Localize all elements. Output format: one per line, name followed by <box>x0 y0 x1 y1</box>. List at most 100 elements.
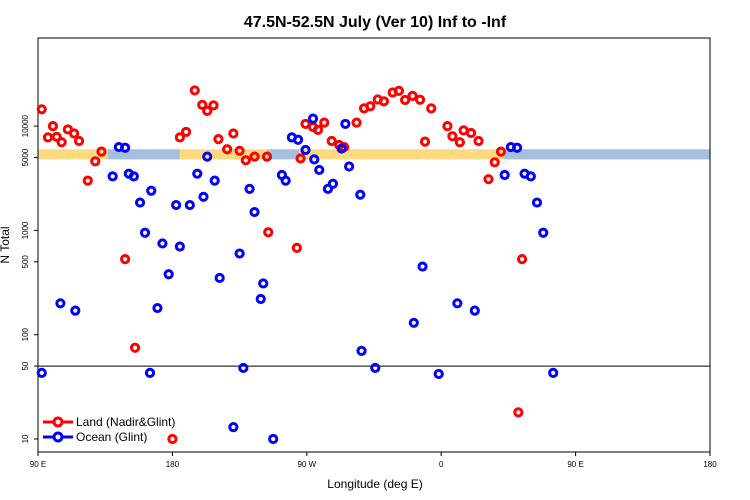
land-point <box>51 131 62 142</box>
legend-marker-land <box>52 416 64 428</box>
band-segment <box>107 149 180 160</box>
ocean-point <box>152 302 163 314</box>
ocean-point <box>209 175 220 186</box>
ocean-point <box>55 298 66 309</box>
ocean-point <box>128 171 139 182</box>
land-point <box>222 144 233 155</box>
ocean-point <box>307 113 319 124</box>
ocean-point <box>171 199 182 211</box>
ocean-point <box>340 118 351 130</box>
x-axis-title: Longitude (deg E) <box>327 477 422 491</box>
ocean-point <box>184 199 195 211</box>
land-point <box>197 99 208 110</box>
ocean-point <box>336 143 347 154</box>
x-tick-label: 90 E <box>30 460 46 469</box>
land-point <box>90 156 101 167</box>
land-point <box>68 128 80 139</box>
y-axis: 10 50 100 500 1000 5000 10000 <box>21 114 38 443</box>
land-point <box>442 121 453 132</box>
land-point <box>319 117 330 128</box>
x-tick-label: 180 <box>703 460 717 469</box>
ocean-point <box>107 171 118 182</box>
land-point <box>129 342 141 353</box>
ocean-point <box>258 278 269 289</box>
y-axis-title: N Total <box>0 226 12 263</box>
land-point <box>393 85 404 96</box>
ocean-point <box>238 362 249 374</box>
series-ocean <box>36 113 559 445</box>
land-point <box>56 137 67 148</box>
ocean-point <box>36 367 47 379</box>
x-axis: 90 E 180 90 W 0 90 E 180 <box>30 452 717 469</box>
ocean-point <box>433 368 444 380</box>
land-point <box>189 85 200 96</box>
ocean-point <box>244 183 255 195</box>
y-tick-label: 50 <box>21 361 30 370</box>
ocean-point <box>255 293 266 305</box>
land-point <box>473 135 484 147</box>
x-tick-label: 90 E <box>567 460 583 469</box>
chart-title: 47.5N-52.5N July (Ver 10) Inf to -Inf <box>244 14 507 31</box>
land-point <box>213 134 224 145</box>
land-point <box>120 254 131 265</box>
legend-label-land: Land (Nadir&Glint) <box>76 415 175 429</box>
ocean-point <box>134 197 146 208</box>
ocean-point <box>512 142 523 153</box>
land-point <box>513 407 524 418</box>
legend-marker-ocean <box>52 431 64 443</box>
land-point <box>167 433 178 445</box>
ocean-point <box>146 185 157 196</box>
land-point <box>414 94 426 105</box>
ocean-point <box>309 154 320 165</box>
land-point <box>234 145 245 156</box>
ocean-point <box>202 151 213 162</box>
ocean-point <box>531 197 543 208</box>
land-point <box>447 131 458 142</box>
ocean-point <box>234 248 245 259</box>
ocean-point <box>214 272 225 284</box>
ocean-point <box>417 261 428 272</box>
ocean-point <box>139 227 151 238</box>
ocean-point <box>280 175 291 186</box>
land-point <box>228 128 239 139</box>
band-segment <box>299 149 504 160</box>
land-point <box>73 135 85 147</box>
land-point <box>180 126 192 138</box>
land-point <box>36 104 47 115</box>
land-point <box>351 117 362 128</box>
y-tick-label: 5000 <box>21 148 30 166</box>
ocean-point <box>174 241 185 252</box>
land-point <box>378 96 390 107</box>
y-tick-label: 100 <box>21 327 30 341</box>
ocean-point <box>228 421 239 433</box>
ocean-point <box>469 305 480 316</box>
band-segment <box>179 149 267 160</box>
ocean-point <box>192 168 203 179</box>
ocean-point <box>344 161 355 172</box>
x-tick-label: 90 W <box>297 460 316 469</box>
x-tick-label: 0 <box>439 460 444 469</box>
ocean-point <box>144 367 156 379</box>
band-segment <box>38 149 108 160</box>
y-tick-label: 10 <box>21 434 30 443</box>
land-point <box>454 137 465 148</box>
land-point <box>295 153 306 164</box>
band-segment <box>266 149 300 160</box>
ocean-point <box>538 227 549 238</box>
land-point <box>47 121 59 132</box>
land-point <box>516 254 528 265</box>
y-tick-label: 500 <box>21 255 30 269</box>
land-point <box>249 151 260 162</box>
ocean-point <box>120 142 131 153</box>
land-point <box>202 105 213 116</box>
land-point <box>96 146 107 157</box>
ocean-point <box>452 298 463 309</box>
y-tick-label: 10000 <box>21 114 30 137</box>
land-point <box>400 94 411 106</box>
ocean-point <box>370 362 381 374</box>
land-point <box>291 242 302 253</box>
ocean-point <box>157 238 168 249</box>
land-point <box>263 227 274 238</box>
legend: Land (Nadir&Glint) Ocean (Glint) <box>43 415 175 444</box>
